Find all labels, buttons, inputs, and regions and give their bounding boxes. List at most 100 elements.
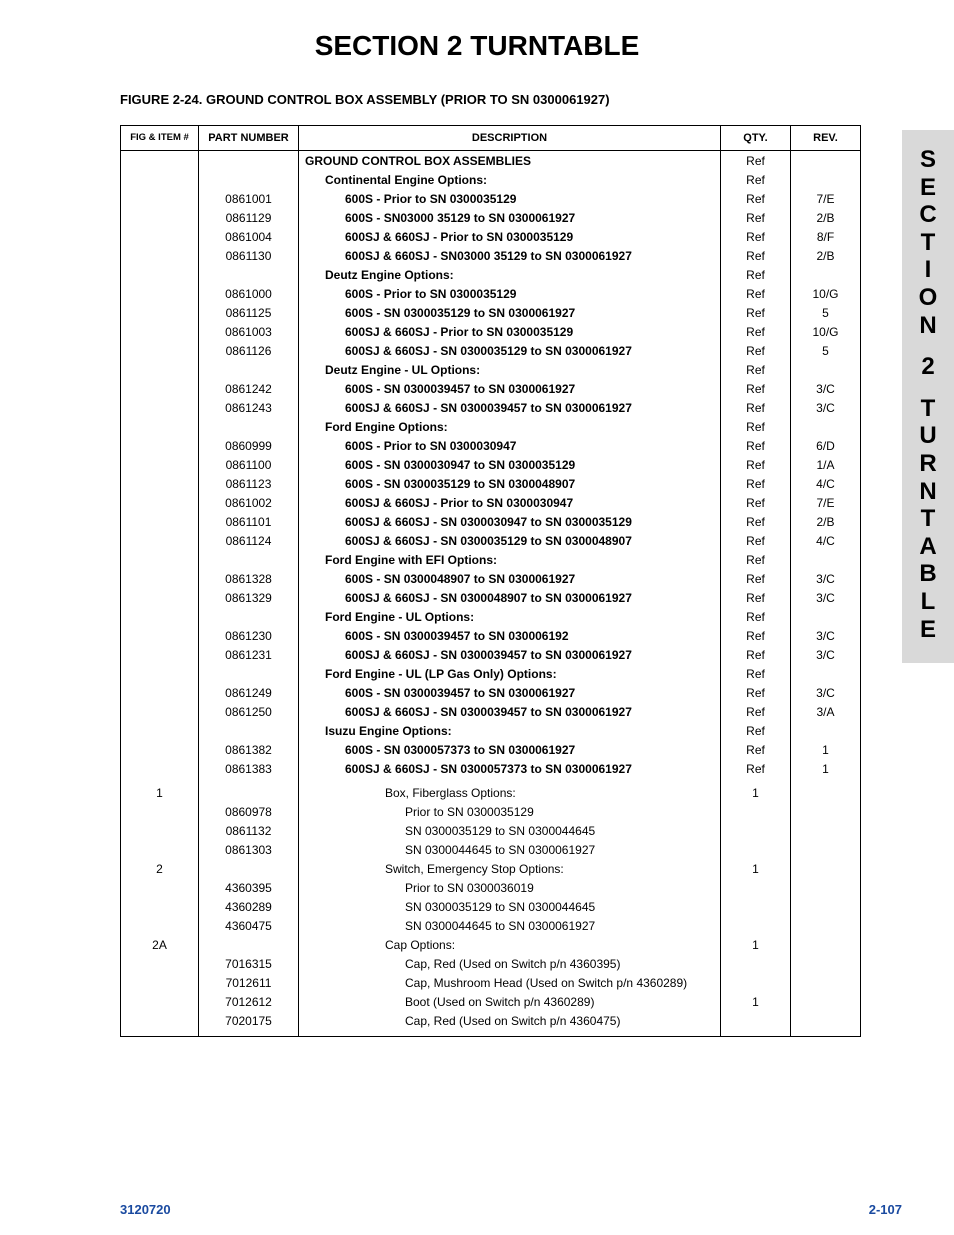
cell-rev: [791, 265, 861, 284]
cell-fig: [121, 436, 199, 455]
cell-rev: 2/B: [791, 246, 861, 265]
cell-part: 4360289: [199, 897, 299, 916]
cell-part: 0861242: [199, 379, 299, 398]
side-tab-char: I: [902, 256, 954, 284]
cell-desc: 600SJ & 660SJ - SN 0300039457 to SN 0300…: [299, 702, 721, 721]
cell-fig: [121, 645, 199, 664]
table-row: 0861129600S - SN03000 35129 to SN 030006…: [121, 208, 861, 227]
cell-qty: 1: [721, 783, 791, 802]
cell-qty: [721, 954, 791, 973]
cell-fig: [121, 151, 199, 171]
cell-qty: Ref: [721, 664, 791, 683]
cell-fig: [121, 973, 199, 992]
cell-rev: [791, 878, 861, 897]
cell-rev: [791, 721, 861, 740]
cell-part: [199, 360, 299, 379]
cell-part: [199, 935, 299, 954]
cell-rev: 1/A: [791, 455, 861, 474]
cell-part: 0861129: [199, 208, 299, 227]
cell-rev: [791, 607, 861, 626]
cell-part: 0860978: [199, 802, 299, 821]
cell-qty: Ref: [721, 170, 791, 189]
footer-left: 3120720: [120, 1202, 171, 1217]
table-row: GROUND CONTROL BOX ASSEMBLIESRef: [121, 151, 861, 171]
table-row: Deutz Engine - UL Options:Ref: [121, 360, 861, 379]
cell-fig: [121, 897, 199, 916]
cell-part: [199, 783, 299, 802]
cell-rev: [791, 935, 861, 954]
cell-part: 0861124: [199, 531, 299, 550]
side-tab-char: O: [902, 284, 954, 312]
cell-qty: Ref: [721, 607, 791, 626]
cell-fig: [121, 227, 199, 246]
table-row: Continental Engine Options:Ref: [121, 170, 861, 189]
col-qty: QTY.: [721, 126, 791, 151]
cell-fig: [121, 455, 199, 474]
side-tab-char: N: [902, 312, 954, 340]
cell-rev: [791, 973, 861, 992]
cell-rev: 3/C: [791, 398, 861, 417]
table-row: 0861243600SJ & 660SJ - SN 0300039457 to …: [121, 398, 861, 417]
cell-part: 0861100: [199, 455, 299, 474]
cell-fig: [121, 246, 199, 265]
cell-qty: Ref: [721, 189, 791, 208]
side-tab-char: T: [902, 229, 954, 257]
cell-qty: Ref: [721, 379, 791, 398]
cell-fig: [121, 550, 199, 569]
table-row: 0861250600SJ & 660SJ - SN 0300039457 to …: [121, 702, 861, 721]
cell-rev: 3/C: [791, 683, 861, 702]
cell-desc: SN 0300035129 to SN 0300044645: [299, 897, 721, 916]
cell-fig: [121, 417, 199, 436]
table-row: 0861101600SJ & 660SJ - SN 0300030947 to …: [121, 512, 861, 531]
cell-rev: [791, 821, 861, 840]
cell-qty: Ref: [721, 398, 791, 417]
cell-desc: Isuzu Engine Options:: [299, 721, 721, 740]
col-fig: FIG & ITEM #: [121, 126, 199, 151]
parts-table: FIG & ITEM # PART NUMBER DESCRIPTION QTY…: [120, 125, 861, 1037]
cell-fig: [121, 379, 199, 398]
table-row: 0861242600S - SN 0300039457 to SN 030006…: [121, 379, 861, 398]
cell-qty: Ref: [721, 246, 791, 265]
section-title: SECTION 2 TURNTABLE: [0, 30, 954, 62]
cell-desc: Ford Engine - UL (LP Gas Only) Options:: [299, 664, 721, 683]
cell-fig: [121, 284, 199, 303]
cell-rev: 10/G: [791, 284, 861, 303]
cell-qty: Ref: [721, 284, 791, 303]
cell-rev: 3/C: [791, 588, 861, 607]
side-tab-char: S: [902, 146, 954, 174]
cell-desc: 600S - SN 0300057373 to SN 0300061927: [299, 740, 721, 759]
cell-rev: [791, 550, 861, 569]
cell-desc: Boot (Used on Switch p/n 4360289): [299, 992, 721, 1011]
side-tab-char: L: [902, 588, 954, 616]
cell-part: 0861383: [199, 759, 299, 778]
cell-desc: Cap Options:: [299, 935, 721, 954]
cell-qty: Ref: [721, 455, 791, 474]
cell-part: 7016315: [199, 954, 299, 973]
cell-rev: 7/E: [791, 189, 861, 208]
cell-part: [199, 859, 299, 878]
cell-desc: Cap, Red (Used on Switch p/n 4360475): [299, 1011, 721, 1036]
cell-desc: 600SJ & 660SJ - SN 0300057373 to SN 0300…: [299, 759, 721, 778]
table-row: 0861329600SJ & 660SJ - SN 0300048907 to …: [121, 588, 861, 607]
cell-qty: Ref: [721, 512, 791, 531]
cell-rev: [791, 840, 861, 859]
cell-qty: Ref: [721, 645, 791, 664]
side-tab-char: R: [902, 450, 954, 478]
cell-qty: Ref: [721, 569, 791, 588]
cell-part: [199, 417, 299, 436]
cell-fig: 2A: [121, 935, 199, 954]
cell-qty: [721, 973, 791, 992]
table-row: 7020175Cap, Red (Used on Switch p/n 4360…: [121, 1011, 861, 1036]
cell-fig: [121, 954, 199, 973]
table-row: 0861123600S - SN 0300035129 to SN 030004…: [121, 474, 861, 493]
cell-rev: [791, 802, 861, 821]
cell-qty: Ref: [721, 702, 791, 721]
cell-fig: [121, 189, 199, 208]
cell-part: 7020175: [199, 1011, 299, 1036]
cell-part: 0861382: [199, 740, 299, 759]
cell-fig: [121, 265, 199, 284]
table-row: 0861000600S - Prior to SN 0300035129Ref1…: [121, 284, 861, 303]
side-tab-char: C: [902, 201, 954, 229]
cell-part: [199, 550, 299, 569]
cell-qty: Ref: [721, 417, 791, 436]
